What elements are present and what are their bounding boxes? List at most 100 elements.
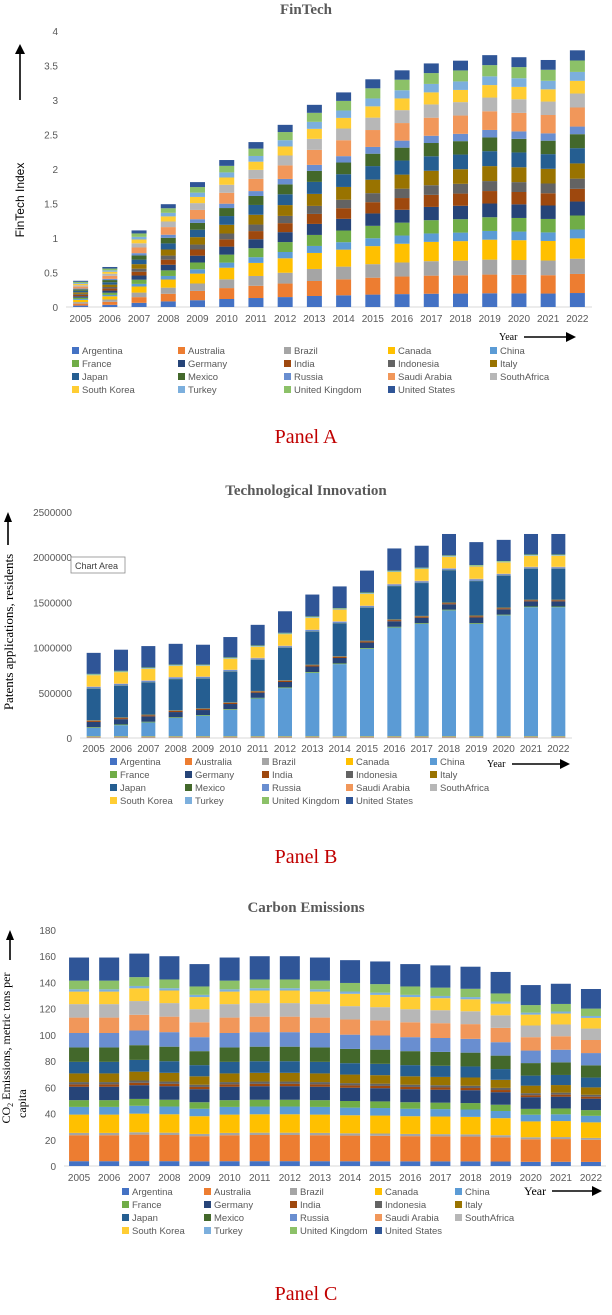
- bar-segment-indonesia-2012: [280, 1082, 300, 1084]
- bar-segment-india-2016: [395, 198, 410, 210]
- bar-segment-canada-2010: [220, 1115, 240, 1133]
- bar-segment-turkey-2015: [370, 993, 390, 995]
- bar-segment-saudi-arabia-2008: [161, 227, 176, 235]
- bar-segment-brazil-2016: [400, 1134, 420, 1136]
- bar-segment-russia-2008: [159, 1032, 179, 1047]
- bar-segment-germany-2015: [370, 1088, 390, 1101]
- bar-segment-india-2005: [87, 721, 101, 722]
- bar-segment-south-korea-2019: [482, 85, 497, 97]
- y-tick-label: 40: [45, 1110, 57, 1121]
- bar-segment-argentina-2016: [395, 294, 410, 307]
- legend-swatch-united-kingdom: [290, 1227, 297, 1234]
- legend-label-united-states: United States: [385, 1226, 442, 1237]
- bar-segment-france-2009: [190, 262, 205, 269]
- bar-segment-canada-2006: [99, 1115, 119, 1133]
- bar-segment-india-2022: [570, 189, 585, 202]
- bar-segment-united-states-2017: [424, 63, 439, 73]
- bar-segment-india-2014: [336, 208, 351, 219]
- bar-segment-italy-2022: [581, 1087, 601, 1094]
- bar-segment-germany-2017: [424, 207, 439, 220]
- legend-swatch-indonesia: [388, 360, 395, 367]
- bar-segment-japan-2013: [307, 182, 322, 194]
- bar-segment-saudi-arabia-2005: [69, 1018, 89, 1033]
- x-tick-label: 2020: [520, 1173, 543, 1184]
- chart-title: Technological Innovation: [225, 483, 387, 499]
- bar-segment-italy-2012: [280, 1073, 300, 1082]
- bar-segment-russia-2016: [400, 1037, 420, 1051]
- bar-segment-saudi-arabia-2015: [370, 1020, 390, 1035]
- bar-segment-italy-2021: [541, 169, 556, 184]
- bar-segment-india-2006: [99, 1084, 119, 1086]
- bar-segment-china-2006: [102, 295, 117, 296]
- bar-segment-india-2016: [400, 1087, 420, 1089]
- legend-label-united-kingdom: United Kingdom: [272, 796, 340, 807]
- bar-segment-saudi-arabia-2010: [220, 1018, 240, 1033]
- bar-segment-indonesia-2016: [395, 189, 410, 198]
- bar-segment-japan-2019: [482, 151, 497, 166]
- bar-segment-china-2014: [340, 1108, 360, 1116]
- bar-segment-southafrica-2014: [340, 1006, 360, 1019]
- bar-segment-australia-2008: [161, 294, 176, 302]
- bar-segment-france-2017: [415, 623, 429, 624]
- bar-segment-japan-2008: [169, 679, 183, 710]
- x-tick-label: 2020: [493, 744, 516, 755]
- bar-segment-china-2016: [400, 1109, 420, 1116]
- bar-segment-turkey-2022: [570, 72, 585, 81]
- bar-segment-china-2019: [469, 624, 483, 737]
- bar-segment-brazil-2015: [360, 737, 374, 738]
- bar-segment-china-2015: [370, 1108, 390, 1116]
- y-axis-arrowhead: [6, 930, 14, 940]
- bar-segment-brazil-2014: [333, 737, 347, 738]
- bar-segment-japan-2014: [340, 1063, 360, 1074]
- bar-segment-indonesia-2016: [400, 1085, 420, 1087]
- bar-segment-united-states-2011: [251, 625, 265, 646]
- bar-segment-argentina-2007: [129, 1161, 149, 1166]
- bar-segment-turkey-2017: [424, 84, 439, 92]
- bar-segment-italy-2021: [551, 1085, 571, 1093]
- bar-segment-india-2016: [387, 620, 401, 621]
- bar-segment-southafrica-2016: [400, 1009, 420, 1022]
- bar-segment-united-states-2022: [570, 50, 585, 60]
- bar-segment-southafrica-2012: [280, 1003, 300, 1017]
- legend-label-southafrica: SouthAfrica: [500, 372, 550, 383]
- bar-segment-china-2011: [250, 1107, 270, 1115]
- bar-segment-brazil-2007: [129, 1132, 149, 1134]
- bar-segment-south-korea-2006: [99, 992, 119, 1005]
- bar-segment-united-kingdom-2008: [161, 208, 176, 213]
- bar-segment-southafrica-2015: [370, 1007, 390, 1020]
- x-tick-label: 2013: [301, 744, 324, 755]
- bar-segment-japan-2008: [161, 243, 176, 249]
- legend-swatch-united-states: [388, 386, 395, 393]
- bar-segment-argentina-2006: [99, 1161, 119, 1166]
- legend-label-russia: Russia: [272, 783, 302, 794]
- x-axis-label: Year: [524, 1184, 546, 1198]
- bar-segment-brazil-2013: [307, 269, 322, 281]
- bar-segment-france-2016: [387, 627, 401, 628]
- bar-segment-germany-2014: [340, 1088, 360, 1101]
- bar-segment-turkey-2007: [141, 668, 155, 669]
- legend-swatch-saudi-arabia: [388, 373, 395, 380]
- bar-segment-turkey-2008: [169, 665, 183, 666]
- bar-segment-saudi-arabia-2021: [551, 1036, 571, 1049]
- bar-segment-italy-2020: [511, 167, 526, 182]
- bar-segment-indonesia-2010: [220, 1082, 240, 1084]
- bar-segment-france-2022: [570, 216, 585, 230]
- bar-segment-southafrica-2009: [190, 203, 205, 210]
- bar-segment-turkey-2009: [196, 665, 210, 666]
- legend-label-china: China: [465, 1187, 491, 1198]
- y-tick-label: 2: [52, 165, 58, 176]
- bar-segment-united-kingdom-2015: [370, 984, 390, 992]
- x-axis-arrowhead: [560, 759, 570, 769]
- x-tick-label: 2005: [83, 744, 106, 755]
- bar-segment-united-kingdom-2014: [340, 983, 360, 992]
- x-tick-label: 2006: [98, 1173, 121, 1184]
- bar-segment-argentina-2010: [220, 1161, 240, 1166]
- bar-segment-united-kingdom-2011: [248, 149, 263, 156]
- legend-label-russia: Russia: [300, 1213, 330, 1224]
- bar-segment-germany-2021: [551, 1097, 571, 1109]
- bar-segment-australia-2016: [395, 277, 410, 295]
- bar-segment-mexico-2013: [310, 1047, 330, 1061]
- bar-segment-brazil-2014: [336, 267, 351, 280]
- bar-segment-germany-2015: [365, 213, 380, 225]
- bar-segment-south-korea-2008: [169, 666, 183, 677]
